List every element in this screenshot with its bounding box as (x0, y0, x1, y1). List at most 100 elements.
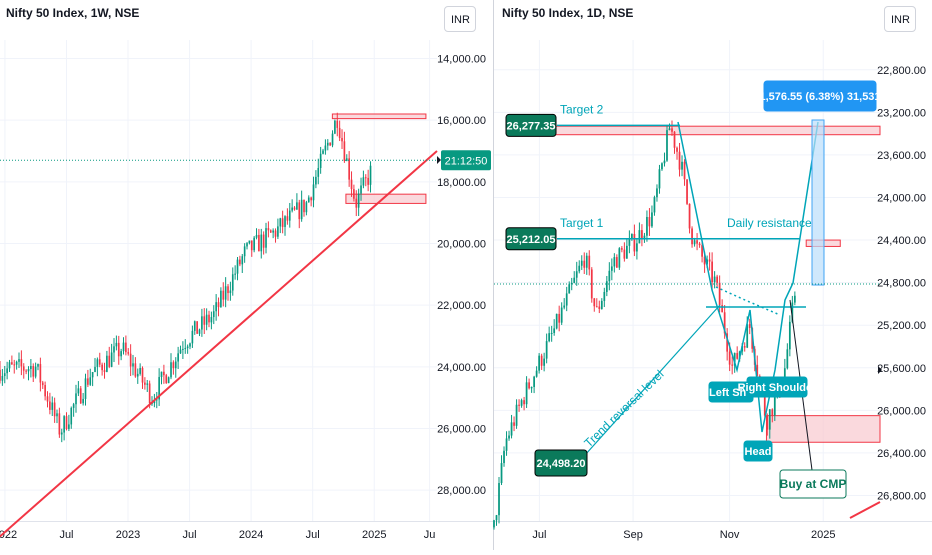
candle-body (49, 401, 51, 410)
candle-body (167, 377, 170, 384)
candle-body (631, 234, 633, 240)
y-tick-label: 26,000.00 (877, 405, 926, 417)
candle-body (122, 342, 125, 352)
candle-body (32, 366, 35, 377)
candle-body (191, 330, 194, 344)
candle-body (250, 240, 253, 251)
target2-price: 26,277.35 (507, 120, 556, 132)
scroll-arrow-icon[interactable] (437, 156, 441, 164)
candle-body (267, 228, 270, 231)
buy-label-box (779, 469, 847, 499)
candle-body (253, 237, 255, 251)
candle-body (530, 386, 533, 389)
candle-body (141, 367, 144, 383)
candle-body (518, 404, 520, 406)
candle-body (648, 216, 651, 227)
y-tick-label: 16,000.00 (437, 115, 486, 127)
candle-body (331, 133, 334, 146)
candle-body (227, 286, 229, 294)
candle-body (310, 197, 312, 201)
candle-body (27, 369, 30, 372)
candle-body (279, 218, 282, 227)
candle-body (243, 246, 246, 257)
candle-body (666, 130, 668, 161)
candle-body (179, 349, 182, 354)
candle-body (274, 230, 277, 237)
candle-body (683, 161, 686, 180)
candle-body (578, 265, 581, 272)
candle-body (115, 342, 118, 347)
candle-body (203, 316, 206, 325)
candle-body (691, 228, 693, 245)
candle-body (312, 184, 315, 201)
candle-body (41, 382, 44, 386)
candle-body (113, 346, 115, 353)
measure-range (811, 119, 825, 286)
y-tick-label: 25,600.00 (877, 363, 926, 375)
candle-body (334, 120, 336, 134)
candle-body (15, 361, 18, 365)
left-currency-button[interactable]: INR (444, 6, 476, 32)
candle-body (713, 276, 716, 283)
candle-body (298, 202, 301, 220)
support-trendline (0, 150, 438, 538)
candle-body (723, 312, 726, 334)
candle-body (788, 321, 791, 350)
candle-body (98, 359, 101, 365)
candle-body (307, 197, 310, 203)
candle-body (236, 259, 239, 274)
candle-body (148, 383, 151, 404)
x-tick-label: Jul (306, 529, 320, 541)
candle-body (636, 243, 638, 252)
candle-body (91, 371, 94, 378)
candle-body (736, 353, 739, 359)
right-shoulder-label-box (746, 376, 808, 398)
right-currency-button[interactable]: INR (884, 6, 916, 32)
x-tick-label: Sep (623, 529, 643, 541)
y-tick-label: 20,000.00 (437, 239, 486, 251)
candle-body (653, 197, 656, 213)
candle-body (508, 435, 510, 439)
candle-body (75, 393, 77, 405)
candle-body (117, 342, 120, 357)
supply-zone (538, 125, 881, 136)
candle-body (535, 370, 538, 377)
candle-body (533, 376, 535, 387)
candle-body (615, 257, 618, 268)
candle-body (350, 179, 353, 190)
candle-body (505, 438, 508, 451)
candle-body (39, 364, 42, 383)
x-tick-label: 2025 (811, 529, 835, 541)
candle-body (748, 324, 751, 329)
candle-body (336, 120, 339, 128)
candle-body (132, 363, 134, 367)
candle-body (89, 377, 92, 385)
candle-body (324, 145, 327, 151)
dotted-neckline (715, 286, 781, 316)
right-scroll-arrow-icon[interactable] (878, 366, 882, 374)
candle-body (681, 161, 683, 170)
candle-body (668, 128, 671, 131)
candle-body (44, 385, 46, 397)
candle-body (322, 150, 324, 154)
candle-body (553, 328, 556, 333)
candle-body (525, 382, 528, 405)
candle-body (315, 176, 317, 185)
candle-body (108, 355, 111, 367)
candle-body (656, 188, 658, 198)
candle-body (18, 359, 20, 362)
left-shoulder-label: Left Sho (709, 387, 753, 399)
candle-body (153, 400, 156, 404)
y-tick-label: 28,000.00 (437, 485, 486, 497)
x-tick-label: Jul (59, 529, 73, 541)
candle-body (326, 142, 329, 146)
candle-body (603, 291, 606, 301)
candle-body (608, 270, 611, 282)
y-tick-label: 23,600.00 (877, 150, 926, 162)
candle-body (177, 353, 179, 362)
candle-body (37, 364, 39, 367)
x-tick-label: Ju (424, 529, 436, 541)
candle-body (20, 359, 23, 367)
candle-body (718, 282, 721, 306)
right-shoulder-label: Right Shoulder (738, 382, 818, 394)
